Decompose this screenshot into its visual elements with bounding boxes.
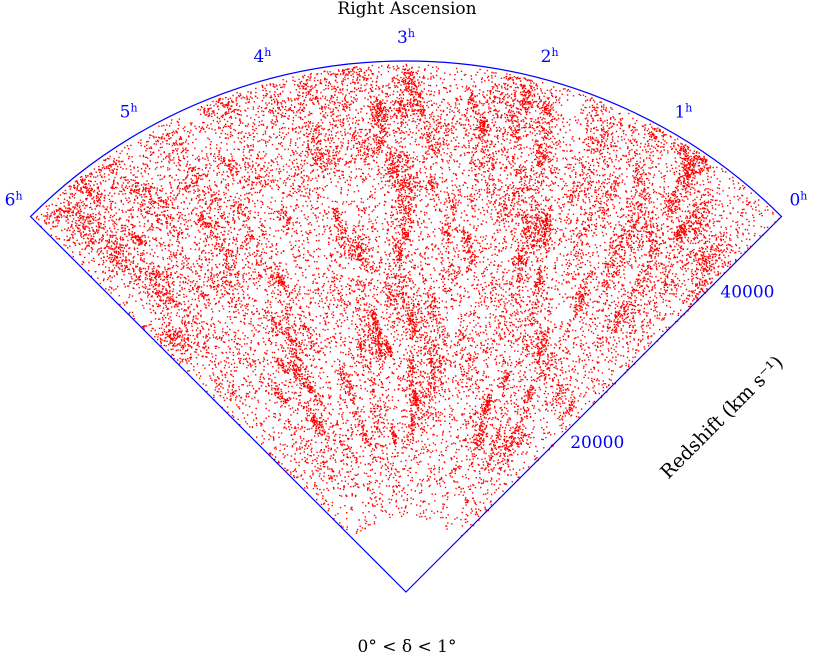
ra-tick-label: 1h	[674, 101, 692, 122]
redshift-tick-label: 40000	[720, 283, 774, 303]
wedge-outline	[29, 60, 783, 593]
ra-tick-label: 3h	[397, 27, 415, 48]
declination-caption: 0° < δ < 1°	[358, 637, 457, 654]
ra-tick-label: 5h	[120, 101, 138, 122]
ra-tick-label: 2h	[541, 46, 559, 67]
wedge-frame	[29, 60, 783, 593]
ra-tick-label: 0h	[789, 190, 807, 211]
redshift-tick-labels: 20000 40000	[570, 283, 774, 453]
galaxy-point-cloud	[35, 63, 780, 537]
galaxy-points	[35, 63, 780, 537]
ra-tick-label: 4h	[253, 46, 271, 67]
ra-tick-label: 6h	[5, 190, 23, 211]
redshift-axis-label: Redshift (km s⁻¹)	[656, 352, 788, 484]
redshift-tick-label: 20000	[570, 433, 624, 453]
chart-title: Right Ascension	[337, 0, 476, 19]
